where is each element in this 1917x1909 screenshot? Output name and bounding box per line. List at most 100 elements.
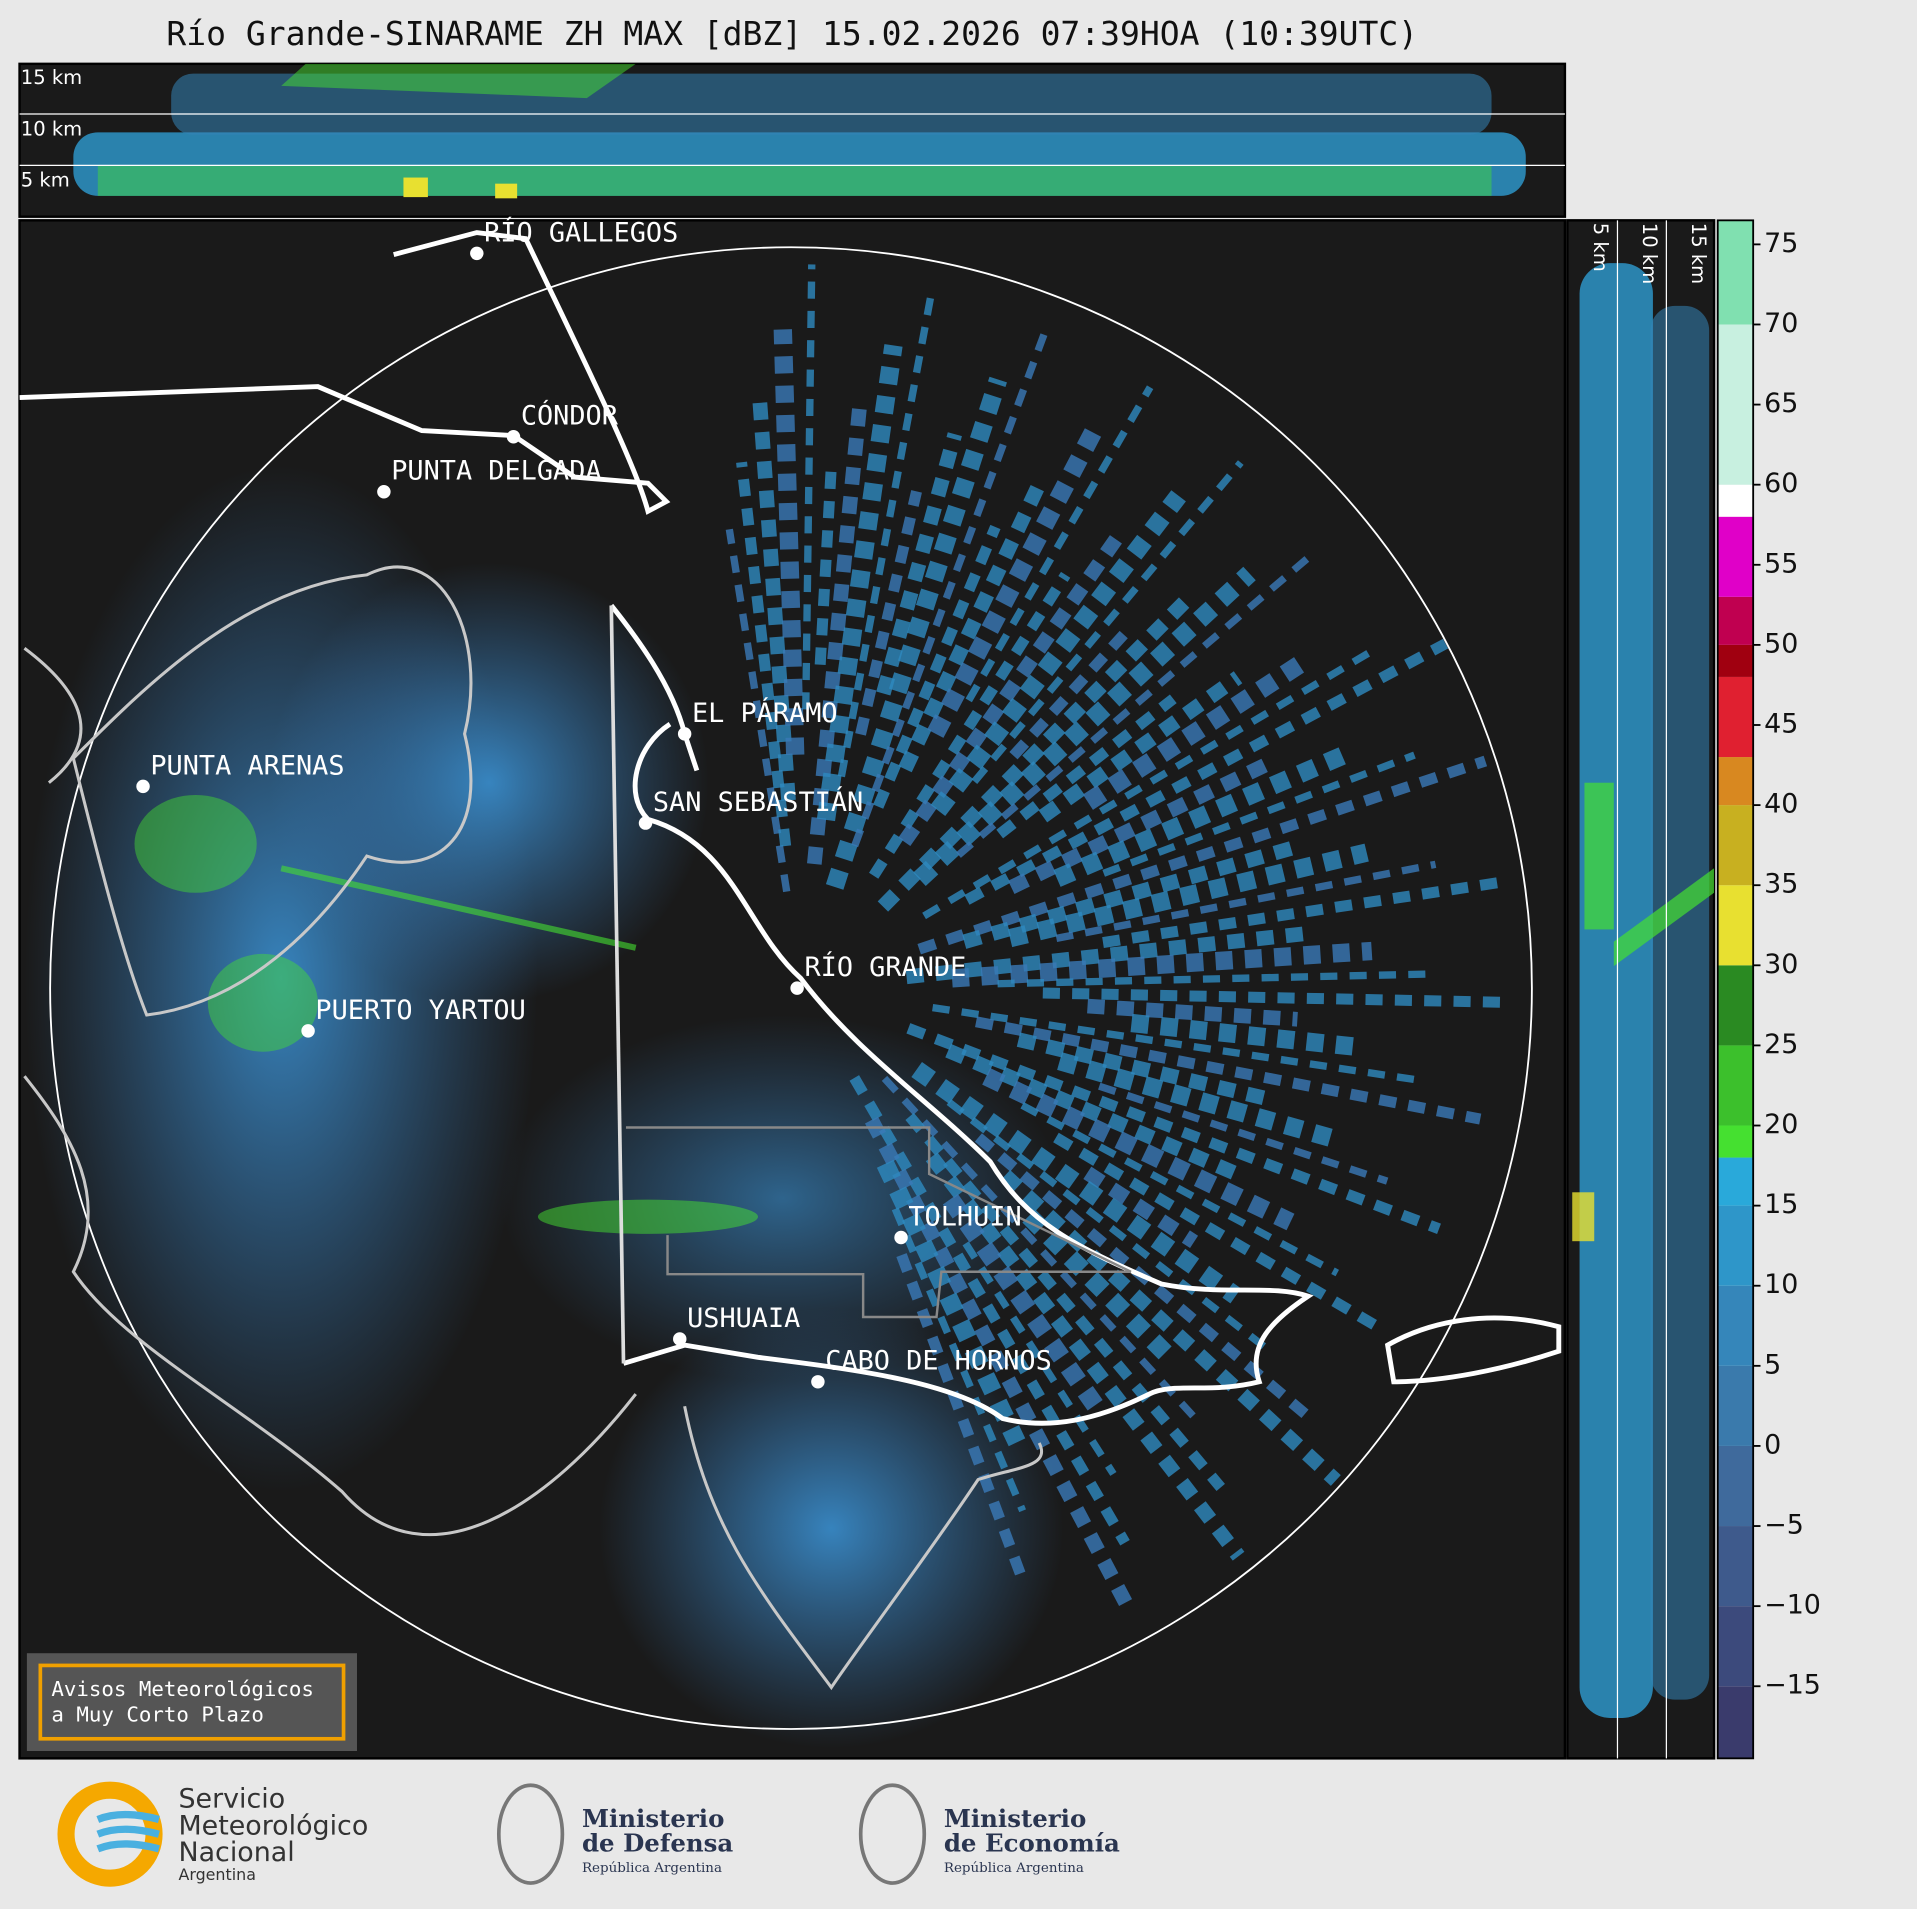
height-label: 15 km: [21, 66, 82, 89]
echo-cell: [134, 794, 257, 893]
coastline: [23, 647, 1043, 1691]
colorbar-band: [1717, 1365, 1754, 1446]
echo-ray: [837, 285, 937, 778]
colorbar-band: [1717, 676, 1754, 758]
echo-ray: [1020, 1102, 1340, 1277]
border: [625, 1126, 1132, 1319]
echo-ray: [942, 1193, 1105, 1413]
colorbar-band: [1717, 220, 1754, 325]
place-marker: [301, 1024, 315, 1038]
colorbar-band: [1717, 324, 1754, 485]
colorbar-tick-label: 70: [1764, 308, 1798, 339]
smn-logo: Servicio Meteorológico Nacional Argentin…: [57, 1781, 368, 1887]
echo-ray: [956, 548, 1319, 858]
echo-ray: [971, 460, 1244, 785]
echo-area: [501, 1015, 1064, 1382]
place-label: CÓNDOR: [521, 400, 619, 432]
echo-ray: [1053, 1132, 1384, 1334]
height-label: 15 km: [1687, 223, 1710, 284]
notice-text: a Muy Corto Plazo: [51, 1703, 264, 1727]
echo-ray: [946, 1099, 1276, 1357]
colorbar-tick-label: 65: [1764, 388, 1798, 419]
place-marker: [506, 430, 521, 444]
echo-ray: [1130, 1013, 1362, 1057]
echo-ray: [1083, 1166, 1199, 1249]
colorbar-tick-label: 10: [1764, 1269, 1798, 1300]
echo-ray: [905, 926, 1307, 985]
echo-ray: [865, 1116, 1138, 1617]
colorbar-tick-label: 30: [1764, 949, 1798, 980]
echo-cell: [537, 1199, 758, 1234]
height-label: 5 km: [1589, 223, 1612, 272]
colorbar-tick-label: 25: [1764, 1029, 1798, 1060]
colorbar-band: [1717, 1526, 1754, 1607]
place-label: PUNTA ARENAS: [150, 750, 344, 781]
colorbar-band: [1717, 596, 1754, 645]
colorbar-band: [1717, 1045, 1754, 1126]
colorbar-band: [1717, 644, 1754, 677]
place-marker: [638, 816, 653, 830]
echo-ray: [1057, 1052, 1336, 1148]
logo-text: Ministerio: [582, 1804, 724, 1833]
place-marker: [470, 246, 484, 261]
echo-ray: [891, 1207, 1026, 1513]
title: Río Grande-SINARAME ZH MAX [dBZ] 15.02.2…: [166, 14, 1418, 53]
echo-core: [403, 177, 428, 198]
echo-streak: [1613, 868, 1715, 967]
echo-ray: [913, 566, 1256, 887]
colorbar-band: [1717, 516, 1754, 597]
coastline: [1384, 1315, 1562, 1385]
places: RÍO GALLEGOS CÓNDOR PUNTA DELGADA EL PÁRAMO…: [136, 216, 1052, 1389]
echo-band: [1579, 263, 1653, 1718]
echo-ray: [905, 1112, 1225, 1491]
place-label: PUNTA DELGADA: [391, 456, 601, 487]
echo-cell: [207, 953, 318, 1052]
echo-ray: [932, 1003, 1422, 1085]
echo-ray: [1042, 987, 1503, 1008]
echo-ray: [951, 941, 1373, 988]
colorbar-band: [1717, 1205, 1754, 1286]
echo-ray: [930, 490, 1186, 816]
place-label: USHUAIA: [687, 1303, 800, 1334]
logo-text: Meteorológico: [178, 1810, 368, 1841]
place-marker: [811, 1375, 825, 1389]
shield: [496, 1783, 565, 1885]
colorbar-frame: [1716, 219, 1755, 1760]
echo-ray: [1053, 746, 1349, 887]
logo-text: República Argentina: [944, 1861, 1084, 1876]
place-marker: [677, 727, 692, 741]
echo-ray: [898, 473, 1050, 773]
colorbar-tick-label: 45: [1764, 708, 1798, 739]
colorbar-band: [1717, 1606, 1754, 1687]
place-label: SAN SEBASTIÁN: [653, 786, 863, 818]
echo-ray: [816, 344, 903, 822]
echo-ray: [997, 970, 1438, 988]
echo-ray: [1038, 671, 1243, 823]
place-label: EL PÁRAMO: [692, 697, 838, 729]
echo-band: [97, 165, 1492, 196]
place-marker: [894, 1230, 908, 1245]
colorbar-band: [1717, 805, 1754, 886]
height-label: 5 km: [21, 169, 70, 192]
place-label: RÍO GALLEGOS: [484, 216, 678, 248]
echo-band: [1650, 305, 1710, 1700]
colorbar-tick-label: 60: [1764, 468, 1798, 499]
colorbar-tick-label: 35: [1764, 869, 1798, 900]
colorbar-band: [1717, 757, 1754, 806]
colorbar-tick-label: 15: [1764, 1189, 1798, 1220]
place-label: TOLHUIN: [908, 1201, 1021, 1232]
colorbar-band: [1717, 965, 1754, 1046]
echo-ray: [876, 1159, 1026, 1447]
colorbar-tick-label: −15: [1764, 1670, 1821, 1701]
echo-ray: [1007, 843, 1369, 948]
coastline: [71, 565, 473, 1017]
echo-ray: [1098, 1082, 1389, 1185]
echo-streak: [281, 63, 636, 99]
echo-ray: [982, 1068, 1295, 1231]
logo-text: Servicio: [178, 1783, 285, 1814]
echo-ray: [855, 490, 922, 736]
echo-ray: [975, 1016, 1482, 1125]
echo-ray: [736, 461, 792, 847]
echo-ray: [1055, 860, 1437, 943]
